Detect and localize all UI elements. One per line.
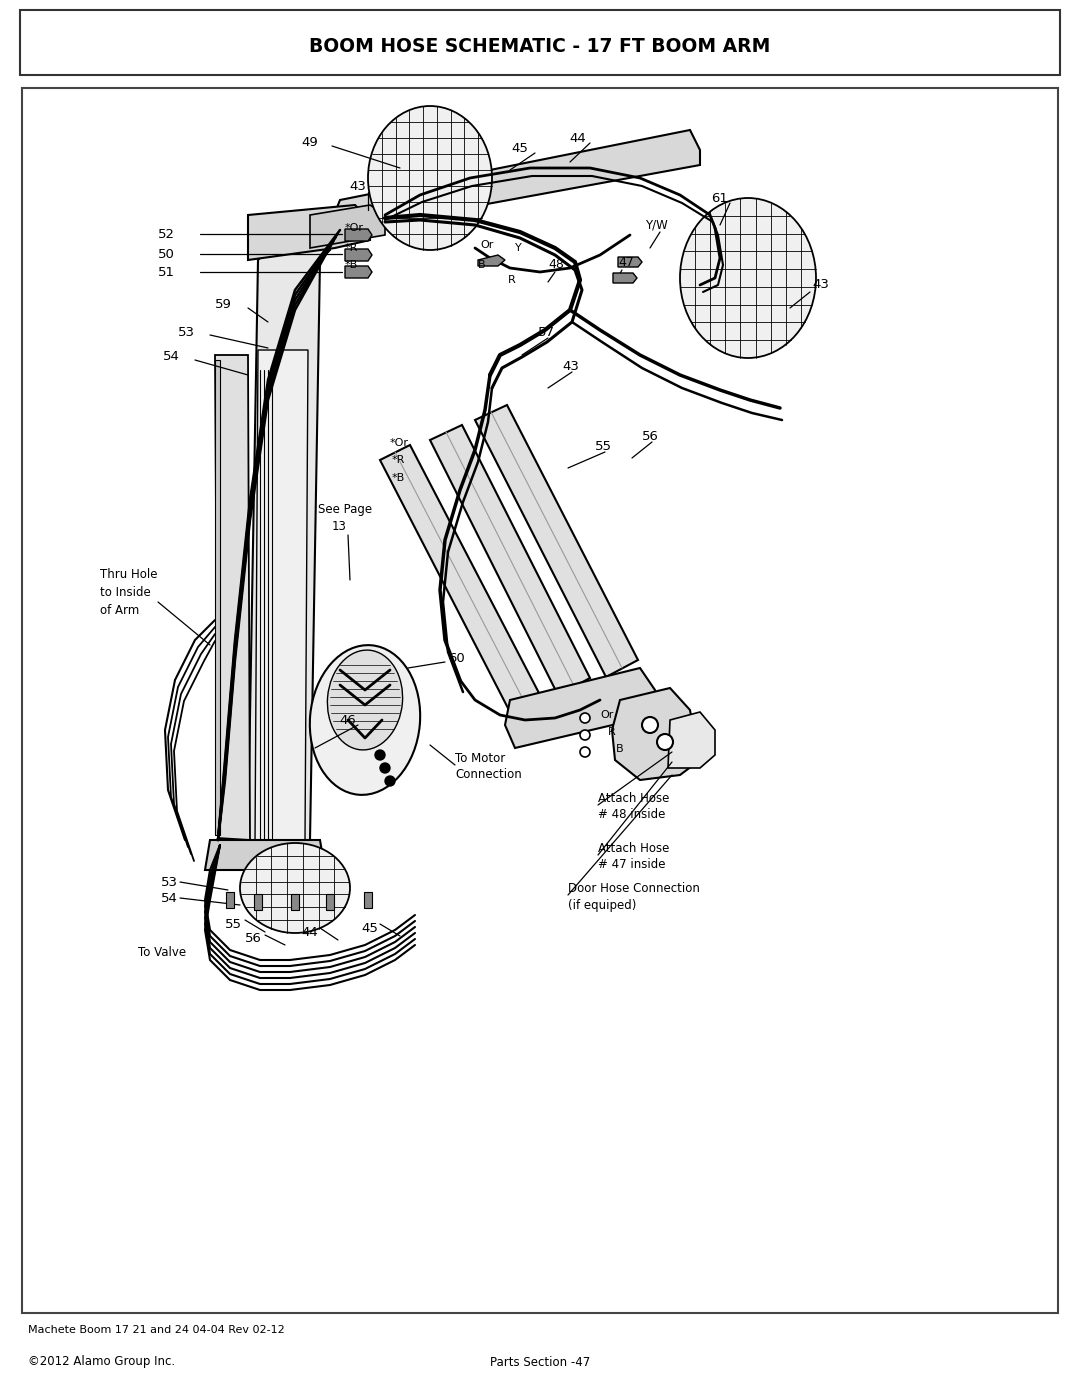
Text: 55: 55	[595, 440, 612, 454]
Text: Attach Hose: Attach Hose	[598, 841, 670, 855]
Polygon shape	[215, 355, 249, 840]
Text: To Motor: To Motor	[455, 752, 505, 764]
Circle shape	[380, 763, 390, 773]
Polygon shape	[669, 712, 715, 768]
Text: # 48 inside: # 48 inside	[598, 809, 665, 821]
Text: Y: Y	[515, 243, 522, 253]
Text: *Or: *Or	[390, 439, 409, 448]
Polygon shape	[345, 249, 372, 261]
Text: to Inside: to Inside	[100, 587, 151, 599]
Polygon shape	[248, 205, 370, 260]
Ellipse shape	[327, 650, 403, 750]
Text: 43: 43	[562, 359, 579, 373]
Text: 56: 56	[642, 429, 659, 443]
Circle shape	[642, 717, 658, 733]
Text: 59: 59	[215, 299, 232, 312]
Text: 53: 53	[178, 326, 195, 338]
Text: Y/W: Y/W	[645, 218, 667, 232]
Polygon shape	[345, 229, 372, 242]
Text: 52: 52	[158, 228, 175, 240]
Text: R: R	[508, 275, 516, 285]
Ellipse shape	[310, 645, 420, 795]
FancyBboxPatch shape	[21, 10, 1059, 75]
Text: 45: 45	[361, 922, 378, 935]
Text: Parts Section -47: Parts Section -47	[490, 1355, 590, 1369]
Text: *B: *B	[392, 474, 405, 483]
Polygon shape	[310, 205, 384, 249]
Polygon shape	[226, 893, 234, 908]
Circle shape	[580, 731, 590, 740]
Text: 49: 49	[301, 137, 319, 149]
Polygon shape	[254, 894, 262, 909]
Text: 54: 54	[163, 351, 180, 363]
Text: 60: 60	[448, 651, 464, 665]
Text: 43: 43	[350, 180, 366, 194]
Polygon shape	[618, 257, 642, 267]
Text: B: B	[616, 745, 623, 754]
Ellipse shape	[368, 106, 492, 250]
Text: Attach Hose: Attach Hose	[598, 792, 670, 805]
Text: 43: 43	[812, 278, 828, 292]
Polygon shape	[255, 351, 308, 845]
Text: # 47 inside: # 47 inside	[598, 859, 665, 872]
Text: To Valve: To Valve	[138, 946, 186, 958]
Text: ©2012 Alamo Group Inc.: ©2012 Alamo Group Inc.	[28, 1355, 175, 1369]
Polygon shape	[478, 256, 505, 265]
Polygon shape	[248, 215, 330, 849]
Text: *Or: *Or	[345, 224, 364, 233]
Text: 51: 51	[158, 265, 175, 278]
Polygon shape	[612, 687, 700, 780]
Text: 50: 50	[158, 247, 175, 260]
Text: 55: 55	[225, 918, 242, 932]
Text: Connection: Connection	[455, 768, 522, 781]
Polygon shape	[345, 265, 372, 278]
Text: R: R	[608, 726, 616, 738]
Text: 53: 53	[161, 876, 178, 888]
Text: 45: 45	[512, 141, 528, 155]
Text: B: B	[478, 260, 486, 270]
Text: *R: *R	[345, 243, 359, 253]
Text: BOOM HOSE SCHEMATIC - 17 FT BOOM ARM: BOOM HOSE SCHEMATIC - 17 FT BOOM ARM	[309, 38, 771, 56]
Circle shape	[384, 775, 395, 787]
Polygon shape	[475, 405, 638, 678]
Text: Or: Or	[600, 710, 613, 719]
Polygon shape	[364, 893, 372, 908]
Polygon shape	[613, 272, 637, 284]
Circle shape	[580, 747, 590, 757]
Circle shape	[657, 733, 673, 750]
Circle shape	[375, 750, 384, 760]
Polygon shape	[505, 668, 654, 747]
Text: 48: 48	[548, 258, 564, 271]
Ellipse shape	[680, 198, 816, 358]
Text: 54: 54	[161, 891, 178, 904]
Polygon shape	[291, 894, 299, 909]
FancyBboxPatch shape	[22, 88, 1058, 1313]
Polygon shape	[215, 360, 220, 835]
Text: Machete Boom 17 21 and 24 04-04 Rev 02-12: Machete Boom 17 21 and 24 04-04 Rev 02-1…	[28, 1324, 285, 1336]
Text: 44: 44	[301, 925, 318, 939]
Polygon shape	[330, 130, 700, 231]
Text: 57: 57	[538, 326, 555, 338]
Text: 56: 56	[245, 932, 262, 944]
Polygon shape	[380, 446, 540, 712]
Text: Door Hose Connection: Door Hose Connection	[568, 882, 700, 894]
Polygon shape	[430, 425, 590, 694]
Text: Thru Hole: Thru Hole	[100, 569, 158, 581]
Text: 13: 13	[332, 521, 347, 534]
Ellipse shape	[240, 842, 350, 933]
Text: See Page: See Page	[318, 503, 373, 517]
Text: Or: Or	[480, 240, 494, 250]
Text: *R: *R	[392, 455, 405, 465]
Text: *B: *B	[345, 260, 359, 270]
Text: 61: 61	[712, 191, 728, 204]
Text: 47: 47	[618, 256, 634, 268]
Polygon shape	[326, 894, 334, 909]
Text: 44: 44	[569, 131, 586, 144]
Text: of Arm: of Arm	[100, 604, 139, 616]
Polygon shape	[205, 840, 325, 870]
Text: 46: 46	[339, 714, 356, 726]
Circle shape	[580, 712, 590, 724]
Text: (if equiped): (if equiped)	[568, 898, 636, 911]
